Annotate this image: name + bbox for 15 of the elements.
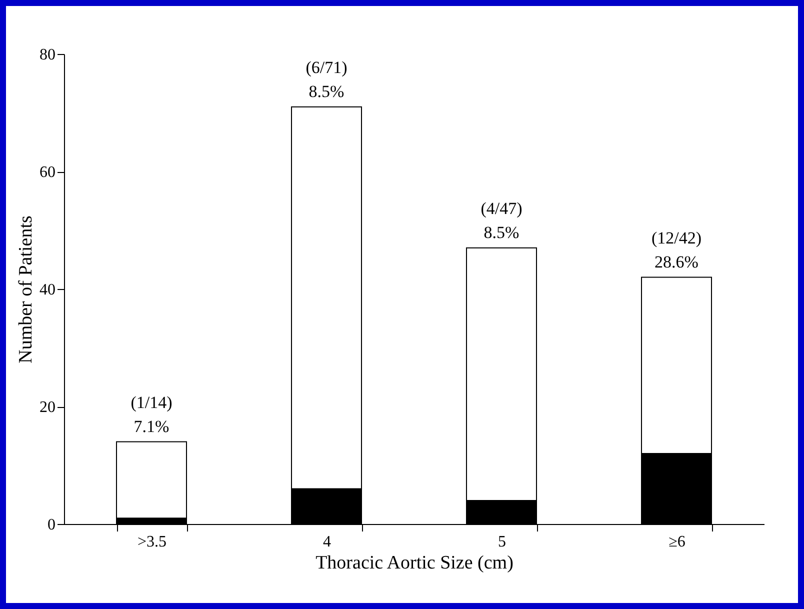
y-tick-label: 40 [40,282,56,298]
total-label: (4/47) 8.5% [480,198,522,242]
y-tick-label: 80 [40,46,56,64]
y-axis-title: Number of Patients [16,216,36,364]
x-axis-title: Thoracic Aortic Size (cm) [316,552,514,574]
y-tick-label: 0 [48,516,56,534]
total-label: (12/42) 28.6% [651,228,702,272]
x-tick-label: 5 [498,534,506,550]
y-tick-label: 60 [40,164,56,181]
total-label: (1/14) 7.1% [130,392,172,436]
x-tick-label: ≥6 [668,534,686,550]
x-tick-label: >3.5 [137,534,167,550]
total-label: (6/71) 8.5% [306,58,348,101]
x-tick-label: 4 [323,534,331,550]
y-tick-label: 20 [40,399,56,416]
